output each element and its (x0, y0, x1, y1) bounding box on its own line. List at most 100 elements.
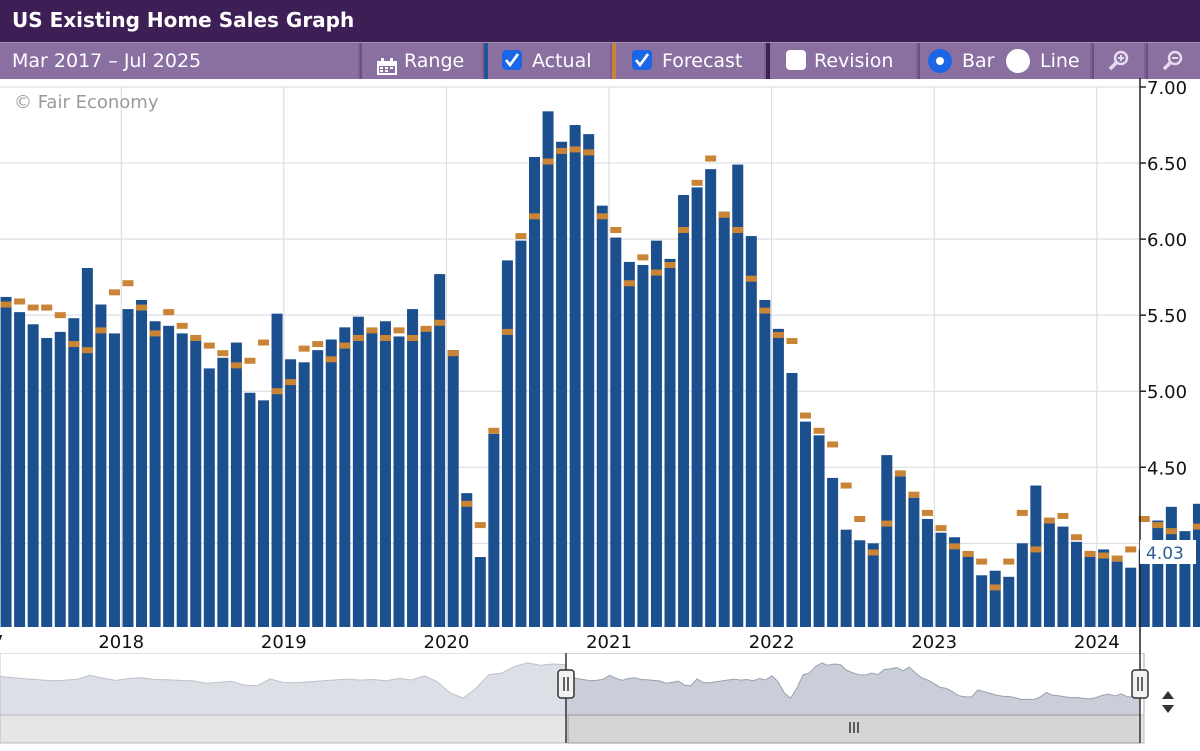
forecast-marker[interactable] (325, 356, 337, 363)
actual-bar[interactable] (41, 337, 53, 627)
actual-bar[interactable] (1071, 541, 1082, 627)
actual-bar[interactable] (596, 205, 608, 627)
forecast-marker[interactable] (230, 362, 242, 369)
actual-bar[interactable] (962, 550, 974, 627)
actual-bar[interactable] (190, 339, 202, 627)
actual-bar[interactable] (434, 274, 446, 627)
actual-bar[interactable] (1125, 567, 1137, 627)
actual-bar[interactable] (1057, 526, 1069, 627)
actual-bar[interactable] (529, 156, 540, 627)
forecast-marker[interactable] (935, 525, 947, 532)
forecast-marker[interactable] (95, 327, 107, 334)
forecast-marker[interactable] (894, 470, 906, 477)
actual-bar[interactable] (610, 237, 622, 627)
actual-bar[interactable] (122, 309, 134, 627)
forecast-marker[interactable] (610, 226, 622, 233)
forecast-marker[interactable] (0, 301, 12, 308)
actual-bar[interactable] (921, 519, 933, 627)
actual-bar[interactable] (705, 169, 717, 627)
actual-bar[interactable] (650, 240, 662, 628)
forecast-marker[interactable] (840, 482, 852, 489)
actual-bar[interactable] (894, 476, 906, 627)
actual-bar[interactable] (1179, 531, 1191, 627)
actual-bar[interactable] (908, 497, 920, 627)
actual-bar[interactable] (1043, 522, 1055, 627)
navigator-left-handle[interactable] (557, 669, 575, 699)
actual-bar[interactable] (678, 195, 690, 627)
actual-bar[interactable] (366, 328, 378, 627)
forecast-marker[interactable] (1165, 528, 1177, 535)
forecast-marker[interactable] (786, 338, 798, 345)
zoom-in-button[interactable] (1092, 43, 1144, 79)
forecast-marker[interactable] (881, 520, 893, 527)
forecast-marker[interactable] (501, 328, 513, 335)
forecast-marker[interactable] (54, 312, 66, 319)
actual-bar[interactable] (203, 368, 215, 627)
actual-bar[interactable] (81, 268, 93, 627)
forecast-marker[interactable] (1098, 552, 1110, 559)
actual-bar[interactable] (1003, 576, 1015, 627)
forecast-marker[interactable] (285, 379, 297, 386)
actual-bar[interactable] (867, 543, 879, 627)
actual-bar[interactable] (136, 299, 148, 627)
actual-bar[interactable] (691, 187, 703, 628)
actual-bar[interactable] (95, 304, 107, 627)
actual-bar[interactable] (393, 336, 405, 627)
actual-bar[interactable] (1016, 543, 1028, 627)
zoom-out-button[interactable] (1146, 43, 1200, 79)
forecast-marker[interactable] (1057, 512, 1069, 519)
actual-bar[interactable] (379, 321, 391, 627)
actual-bar[interactable] (976, 575, 988, 627)
forecast-marker[interactable] (664, 261, 676, 268)
forecast-marker[interactable] (854, 516, 866, 522)
actual-bar[interactable] (637, 264, 649, 627)
forecast-marker[interactable] (1016, 509, 1028, 516)
forecast-marker[interactable] (217, 350, 229, 357)
forecast-marker[interactable] (705, 155, 717, 162)
forecast-marker[interactable] (488, 427, 500, 434)
actual-bar[interactable] (881, 455, 893, 627)
forecast-toggle[interactable]: Forecast (612, 43, 764, 79)
forecast-marker[interactable] (352, 334, 364, 341)
forecast-marker[interactable] (583, 149, 595, 156)
navigator-right-handle[interactable] (1131, 669, 1149, 699)
forecast-marker[interactable] (379, 334, 391, 341)
actual-bar[interactable] (176, 333, 188, 627)
forecast-marker[interactable] (678, 226, 690, 233)
resize-arrows-icon[interactable] (1162, 691, 1174, 713)
forecast-marker[interactable] (27, 304, 39, 311)
actual-bar[interactable] (623, 261, 635, 627)
forecast-marker[interactable] (339, 342, 351, 349)
actual-bar[interactable] (840, 529, 852, 627)
forecast-marker[interactable] (190, 334, 202, 341)
actual-bar[interactable] (556, 141, 568, 627)
forecast-marker[interactable] (1138, 516, 1150, 522)
actual-bar[interactable] (949, 537, 961, 627)
actual-bar[interactable] (759, 299, 771, 627)
forecast-marker[interactable] (68, 341, 80, 348)
forecast-marker[interactable] (407, 334, 419, 341)
forecast-marker[interactable] (908, 491, 920, 498)
forecast-marker[interactable] (691, 179, 703, 186)
actual-bar[interactable] (1192, 503, 1200, 627)
actual-bar[interactable] (298, 362, 310, 627)
forecast-marker[interactable] (203, 342, 215, 349)
actual-bar[interactable] (352, 316, 364, 627)
actual-bar[interactable] (285, 359, 297, 627)
actual-bar[interactable] (54, 331, 66, 627)
actual-bar[interactable] (312, 350, 324, 627)
forecast-marker[interactable] (461, 500, 473, 507)
actual-bar[interactable] (1030, 485, 1042, 627)
forecast-marker[interactable] (962, 550, 974, 557)
actual-bar[interactable] (854, 540, 866, 627)
forecast-marker[interactable] (529, 213, 540, 220)
forecast-marker[interactable] (827, 441, 839, 448)
forecast-marker[interactable] (244, 357, 256, 364)
forecast-marker[interactable] (515, 233, 527, 240)
actual-bar[interactable] (583, 134, 595, 627)
forecast-marker[interactable] (1152, 522, 1164, 529)
actual-bar[interactable] (732, 164, 744, 627)
actual-bar[interactable] (407, 309, 419, 627)
actual-bar[interactable] (108, 333, 120, 627)
actual-bar[interactable] (461, 493, 473, 627)
